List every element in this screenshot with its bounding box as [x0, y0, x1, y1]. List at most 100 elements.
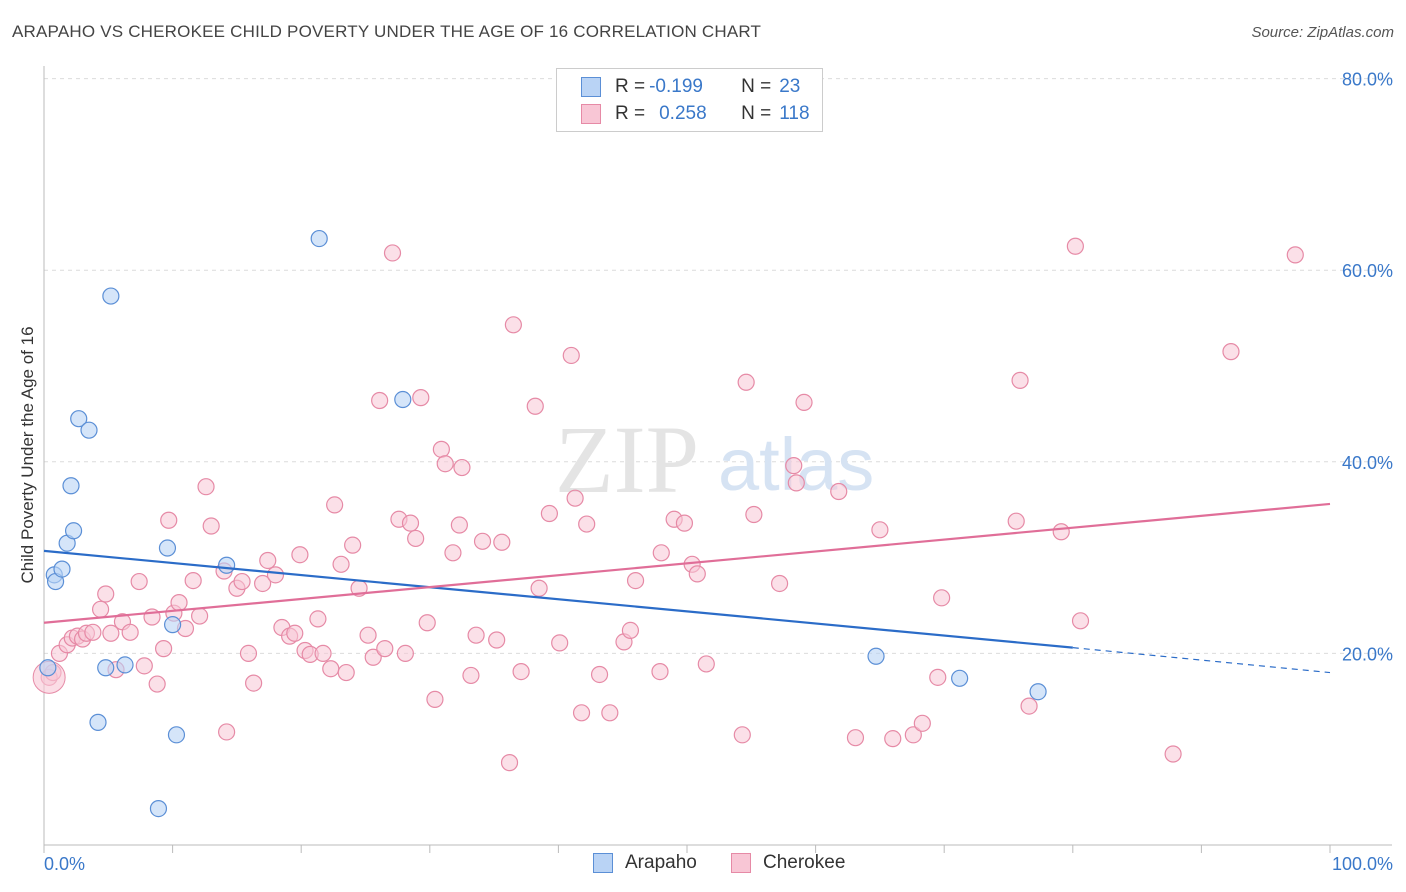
- cherokee-point: [500, 754, 519, 772]
- cherokee-point: [626, 571, 645, 590]
- arapaho-point: [1029, 683, 1047, 701]
- cherokee-point: [929, 668, 947, 686]
- cherokee-point: [314, 644, 332, 663]
- cherokee-point: [1052, 523, 1070, 541]
- cherokee-point: [795, 393, 813, 412]
- cherokee-point: [309, 610, 327, 628]
- cherokee-point: [473, 532, 492, 550]
- cherokee-point: [601, 704, 619, 722]
- cherokee-point: [1011, 371, 1029, 389]
- arapaho-swatch: [581, 77, 601, 97]
- legend-row-arapaho: R = -0.199 N = 23: [581, 75, 800, 99]
- cherokee-point: [871, 521, 889, 539]
- cherokee-point: [462, 666, 480, 685]
- cherokee-point: [785, 457, 803, 475]
- arapaho-point: [149, 799, 168, 818]
- cherokee-point: [621, 621, 640, 640]
- cherokee-point: [371, 391, 389, 410]
- arapaho-point: [70, 410, 88, 428]
- cherokee-point: [1066, 237, 1084, 255]
- arapaho-point: [158, 539, 177, 557]
- cherokee-point: [322, 660, 340, 678]
- source-label: Source: ZipAtlas.com: [1251, 24, 1394, 41]
- series-legend: Arapaho Cherokee: [0, 852, 1406, 878]
- cherokee-point: [148, 675, 166, 693]
- legend-r-value: -0.199: [649, 76, 703, 97]
- cherokee-point: [383, 244, 402, 262]
- arapaho-point: [310, 229, 328, 248]
- cherokee-point: [218, 723, 236, 741]
- legend-r-label: R =: [615, 103, 646, 124]
- cherokee-point: [135, 657, 153, 675]
- cherokee-point: [1286, 246, 1304, 264]
- arapaho-point: [89, 713, 107, 731]
- cherokee-point: [160, 511, 178, 529]
- cherokee-point: [540, 504, 558, 523]
- cherokee-point: [551, 634, 569, 652]
- cherokee-point: [562, 346, 580, 365]
- cherokee-point: [396, 644, 414, 663]
- cherokee-point: [733, 726, 751, 744]
- cherokee-point: [401, 514, 420, 532]
- cherokee-point: [121, 623, 139, 641]
- cherokee-swatch: [731, 853, 751, 873]
- cherokee-point: [504, 316, 522, 334]
- arapaho-point: [102, 287, 120, 305]
- cherokee-point: [590, 665, 609, 684]
- cherokee-point: [453, 458, 471, 477]
- cherokee-point: [418, 614, 436, 632]
- arapaho-trend-line: [43, 549, 1073, 649]
- cherokee-point: [675, 514, 694, 532]
- y-tick-label: 40.0%: [1342, 453, 1393, 473]
- cherokee-point: [444, 544, 462, 562]
- cherokee-point: [1007, 512, 1025, 530]
- arapaho-point: [80, 421, 98, 439]
- cherokee-point: [426, 690, 444, 708]
- cherokee-swatch: [581, 104, 601, 124]
- cherokee-point: [233, 572, 251, 591]
- x-tick-label: 100.0%: [1332, 854, 1393, 874]
- arapaho-point: [218, 556, 236, 574]
- cherokee-point: [191, 607, 209, 625]
- cherokee-point: [197, 478, 215, 496]
- cherokee-point: [530, 579, 548, 597]
- cherokee-trend-line: [43, 502, 1331, 624]
- legend-r-value: 0.258: [659, 103, 707, 124]
- cherokee-point: [364, 648, 382, 666]
- cherokee-point: [202, 517, 220, 535]
- x-tick-label: 0.0%: [44, 854, 85, 874]
- cherokee-point: [436, 455, 454, 473]
- cherokee-point: [337, 663, 355, 682]
- cherokee-point: [493, 533, 511, 551]
- cherokee-point: [332, 555, 350, 573]
- legend-n-value: 118: [779, 103, 810, 124]
- cherokee-point: [259, 551, 277, 570]
- cherokee-point: [359, 626, 377, 644]
- cherokee-point: [1020, 697, 1038, 715]
- cherokee-point: [488, 631, 506, 649]
- cherokee-point: [884, 730, 902, 748]
- arapaho-point: [116, 656, 134, 674]
- cherokee-point: [737, 373, 755, 391]
- cherokee-point: [770, 574, 789, 593]
- cherokee-point: [1222, 343, 1240, 361]
- cherokee-point: [154, 640, 173, 658]
- cherokee-point: [254, 574, 272, 593]
- cherokee-point: [830, 482, 848, 501]
- cherokee-point: [97, 585, 115, 603]
- cherokee-point: [846, 729, 865, 747]
- cherokee-point: [913, 714, 931, 732]
- cherokee-point: [572, 704, 591, 722]
- legend-item-arapaho: Arapaho: [593, 852, 697, 874]
- arapaho-point: [951, 669, 969, 687]
- cherokee-point: [1164, 745, 1182, 763]
- cherokee-point: [652, 544, 670, 562]
- arapaho-point: [394, 390, 412, 409]
- arapaho-point: [62, 477, 80, 495]
- cherokee-point: [1071, 612, 1090, 630]
- arapaho-swatch: [593, 853, 613, 873]
- arapaho-point: [39, 659, 57, 677]
- legend-label-arapaho: Arapaho: [625, 852, 697, 873]
- arapaho-point: [97, 659, 115, 677]
